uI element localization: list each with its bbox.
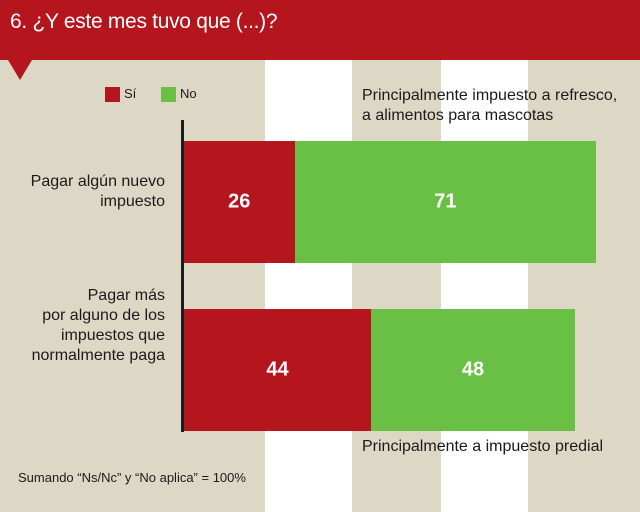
legend-swatch-si [105, 87, 120, 102]
bar-value-label: 48 [461, 358, 485, 381]
note-top-line: a alimentos para mascotas [362, 107, 554, 124]
category-label-pagar-mas: Pagar más por alguno de los impuestos qu… [32, 286, 165, 366]
note-top: Principalmente impuesto a refresco, a al… [362, 86, 617, 126]
note-bottom: Principalmente a impuesto predial [362, 438, 604, 455]
legend-swatch-no [161, 87, 176, 102]
question-header: 6. ¿Y este mes tuvo que (...)? [0, 0, 640, 60]
legend-label-no: No [180, 86, 197, 101]
category-label-line: impuesto [100, 193, 165, 210]
bar-no-pagar-mas [371, 309, 575, 431]
category-label-nuevo-impuesto: Pagar algún nuevo impuesto [31, 172, 165, 212]
category-label-line: Pagar más [87, 287, 165, 304]
bar-no-nuevo-impuesto [294, 141, 597, 263]
bar-si-nuevo-impuesto [184, 141, 295, 263]
background-stripe [265, 60, 352, 512]
header-notch [8, 60, 32, 80]
bar-value-label: 26 [228, 190, 251, 213]
category-label-line: impuestos que [60, 327, 165, 344]
footnote: Sumando “Ns/Nc” y “No aplica” = 100% [18, 470, 246, 485]
note-top-line: Principalmente impuesto a refresco, [362, 87, 618, 104]
category-label-line: normalmente paga [31, 347, 165, 364]
category-axis [181, 120, 184, 432]
question-title: 6. ¿Y este mes tuvo que (...)? [10, 10, 278, 33]
bar-value-label: 44 [266, 358, 289, 381]
category-label-line: por alguno de los [42, 307, 165, 324]
category-label-line: Pagar algún nuevo [30, 173, 165, 190]
bar-value-label: 71 [434, 190, 457, 213]
legend-label-si: Sí [124, 86, 137, 101]
bar-si-pagar-mas [184, 309, 371, 431]
background-stripe [441, 60, 528, 512]
